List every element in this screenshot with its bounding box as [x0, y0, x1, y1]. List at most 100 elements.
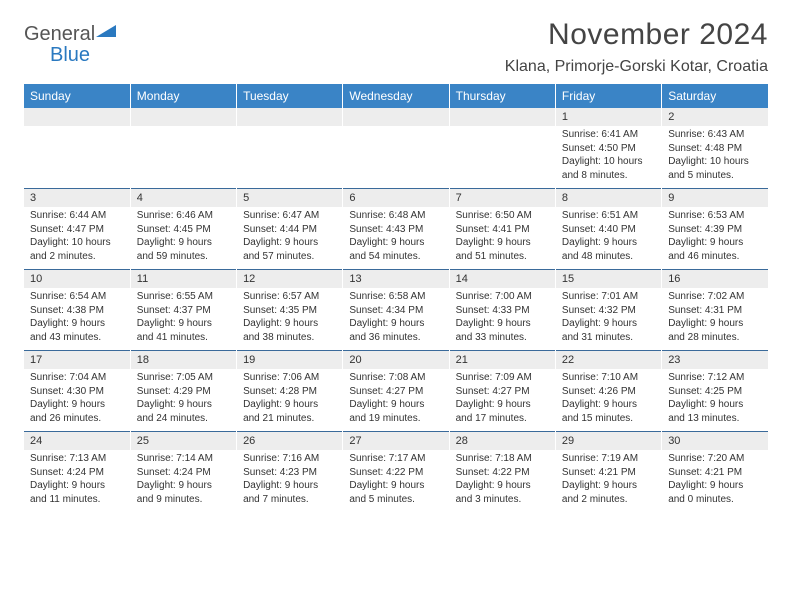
- day-number: [130, 108, 236, 126]
- sunset-text: Sunset: 4:38 PM: [30, 304, 124, 318]
- daylight-text: Daylight: 10 hours and 5 minutes.: [668, 155, 762, 182]
- day-details: Sunrise: 7:16 AMSunset: 4:23 PMDaylight:…: [237, 450, 343, 512]
- day-details: Sunrise: 6:55 AMSunset: 4:37 PMDaylight:…: [130, 288, 236, 351]
- day-details: Sunrise: 6:41 AMSunset: 4:50 PMDaylight:…: [555, 126, 661, 189]
- day-number: 16: [662, 270, 768, 289]
- day-details: Sunrise: 6:57 AMSunset: 4:35 PMDaylight:…: [237, 288, 343, 351]
- daylight-text: Daylight: 9 hours and 41 minutes.: [137, 317, 230, 344]
- sunrise-text: Sunrise: 6:43 AM: [668, 128, 762, 142]
- sunset-text: Sunset: 4:28 PM: [243, 385, 336, 399]
- sunrise-text: Sunrise: 6:48 AM: [349, 209, 442, 223]
- day-details: Sunrise: 6:44 AMSunset: 4:47 PMDaylight:…: [24, 207, 130, 270]
- day-detail-row: Sunrise: 6:54 AMSunset: 4:38 PMDaylight:…: [24, 288, 768, 351]
- day-detail-row: Sunrise: 6:41 AMSunset: 4:50 PM Daylight:…: [24, 126, 768, 189]
- sunrise-text: Sunrise: 6:54 AM: [30, 290, 124, 304]
- daylight-text: Daylight: 9 hours and 43 minutes.: [30, 317, 124, 344]
- day-number: 26: [237, 432, 343, 451]
- day-number: 28: [449, 432, 555, 451]
- day-number: 7: [449, 189, 555, 208]
- day-details: Sunrise: 6:51 AMSunset: 4:40 PMDaylight:…: [555, 207, 661, 270]
- sunset-text: Sunset: 4:34 PM: [349, 304, 442, 318]
- day-number: [449, 108, 555, 126]
- location: Klana, Primorje-Gorski Kotar, Croatia: [505, 58, 768, 76]
- day-details: Sunrise: 7:20 AMSunset: 4:21 PMDaylight:…: [662, 450, 768, 512]
- daylight-text: Daylight: 9 hours and 33 minutes.: [456, 317, 549, 344]
- day-number: 2: [662, 108, 768, 126]
- sunset-text: Sunset: 4:43 PM: [349, 223, 442, 237]
- day-details: Sunrise: 7:02 AMSunset: 4:31 PMDaylight:…: [662, 288, 768, 351]
- day-number: 22: [555, 351, 661, 370]
- day-number: [343, 108, 449, 126]
- header: General Blue November 2024 Klana, Primor…: [24, 18, 768, 76]
- sunrise-text: Sunrise: 7:10 AM: [562, 371, 655, 385]
- sunrise-text: Sunrise: 7:16 AM: [243, 452, 336, 466]
- daylight-text: Daylight: 9 hours and 17 minutes.: [456, 398, 549, 425]
- day-details: Sunrise: 7:14 AMSunset: 4:24 PMDaylight:…: [130, 450, 236, 512]
- daylight-text: Daylight: 10 hours and 2 minutes.: [30, 236, 124, 263]
- daylight-text: Daylight: 9 hours and 31 minutes.: [562, 317, 655, 344]
- day-number: [24, 108, 130, 126]
- sunrise-text: Sunrise: 7:14 AM: [137, 452, 230, 466]
- sunrise-text: Sunrise: 7:06 AM: [243, 371, 336, 385]
- day-details: Sunrise: 7:01 AMSunset: 4:32 PMDaylight:…: [555, 288, 661, 351]
- logo: General Blue: [24, 18, 117, 66]
- day-number: 14: [449, 270, 555, 289]
- day-details: [24, 126, 130, 189]
- day-number: 25: [130, 432, 236, 451]
- sunset-text: Sunset: 4:24 PM: [137, 466, 230, 480]
- day-number: 9: [662, 189, 768, 208]
- sunrise-text: Sunrise: 7:04 AM: [30, 371, 124, 385]
- day-number: 8: [555, 189, 661, 208]
- day-details: Sunrise: 7:06 AMSunset: 4:28 PMDaylight:…: [237, 369, 343, 432]
- daylight-text: Daylight: 9 hours and 9 minutes.: [137, 479, 230, 506]
- sunset-text: Sunset: 4:26 PM: [562, 385, 655, 399]
- day-number: 27: [343, 432, 449, 451]
- daylight-text: Daylight: 9 hours and 28 minutes.: [668, 317, 762, 344]
- daylight-text: Daylight: 9 hours and 59 minutes.: [137, 236, 230, 263]
- day-details: Sunrise: 7:08 AMSunset: 4:27 PMDaylight:…: [343, 369, 449, 432]
- day-number-row: 24252627282930: [24, 432, 768, 451]
- day-number: 20: [343, 351, 449, 370]
- sunrise-text: Sunrise: 6:55 AM: [137, 290, 230, 304]
- day-number-row: 17181920212223: [24, 351, 768, 370]
- sunset-text: Sunset: 4:35 PM: [243, 304, 336, 318]
- day-number: 11: [130, 270, 236, 289]
- sunrise-text: Sunrise: 6:46 AM: [137, 209, 230, 223]
- day-detail-row: Sunrise: 6:44 AMSunset: 4:47 PMDaylight:…: [24, 207, 768, 270]
- day-details: Sunrise: 6:46 AMSunset: 4:45 PMDaylight:…: [130, 207, 236, 270]
- daylight-text: Daylight: 9 hours and 48 minutes.: [562, 236, 655, 263]
- calendar-table: Sunday Monday Tuesday Wednesday Thursday…: [24, 84, 768, 512]
- day-number: 10: [24, 270, 130, 289]
- day-details: Sunrise: 6:58 AMSunset: 4:34 PMDaylight:…: [343, 288, 449, 351]
- sunrise-text: Sunrise: 7:19 AM: [562, 452, 655, 466]
- sunrise-text: Sunrise: 6:50 AM: [456, 209, 549, 223]
- day-details: Sunrise: 7:09 AMSunset: 4:27 PMDaylight:…: [449, 369, 555, 432]
- sunrise-text: Sunrise: 7:12 AM: [668, 371, 762, 385]
- day-number: 30: [662, 432, 768, 451]
- day-number: 6: [343, 189, 449, 208]
- day-number: [237, 108, 343, 126]
- sunrise-text: Sunrise: 7:00 AM: [456, 290, 549, 304]
- daylight-text: Daylight: 9 hours and 0 minutes.: [668, 479, 762, 506]
- day-number-row: 3456789: [24, 189, 768, 208]
- calendar-body: 12 Sunrise: 6:41 AMSunset: 4:50 PM Dayligh…: [24, 108, 768, 512]
- daylight-text: Daylight: 9 hours and 15 minutes.: [562, 398, 655, 425]
- sunset-text: Sunset: 4:44 PM: [243, 223, 336, 237]
- sunrise-text: Sunrise: 7:05 AM: [137, 371, 230, 385]
- day-number: 1: [555, 108, 661, 126]
- sunset-text: Sunset: 4:23 PM: [243, 466, 336, 480]
- daylight-text: Daylight: 9 hours and 57 minutes.: [243, 236, 336, 263]
- day-number: 19: [237, 351, 343, 370]
- day-details: Sunrise: 7:05 AMSunset: 4:29 PMDaylight:…: [130, 369, 236, 432]
- sunrise-text: Sunrise: 6:51 AM: [562, 209, 655, 223]
- day-details: Sunrise: 7:17 AMSunset: 4:22 PMDaylight:…: [343, 450, 449, 512]
- sunset-text: Sunset: 4:50 PM: [562, 142, 655, 156]
- sunrise-text: Sunrise: 6:41 AM: [562, 128, 655, 142]
- sunset-text: Sunset: 4:27 PM: [349, 385, 442, 399]
- sunset-text: Sunset: 4:29 PM: [137, 385, 230, 399]
- daylight-text: Daylight: 9 hours and 19 minutes.: [349, 398, 442, 425]
- sunrise-text: Sunrise: 7:17 AM: [349, 452, 442, 466]
- daylight-text: Daylight: 9 hours and 21 minutes.: [243, 398, 336, 425]
- daylight-text: Daylight: 9 hours and 13 minutes.: [668, 398, 762, 425]
- sunset-text: Sunset: 4:48 PM: [668, 142, 762, 156]
